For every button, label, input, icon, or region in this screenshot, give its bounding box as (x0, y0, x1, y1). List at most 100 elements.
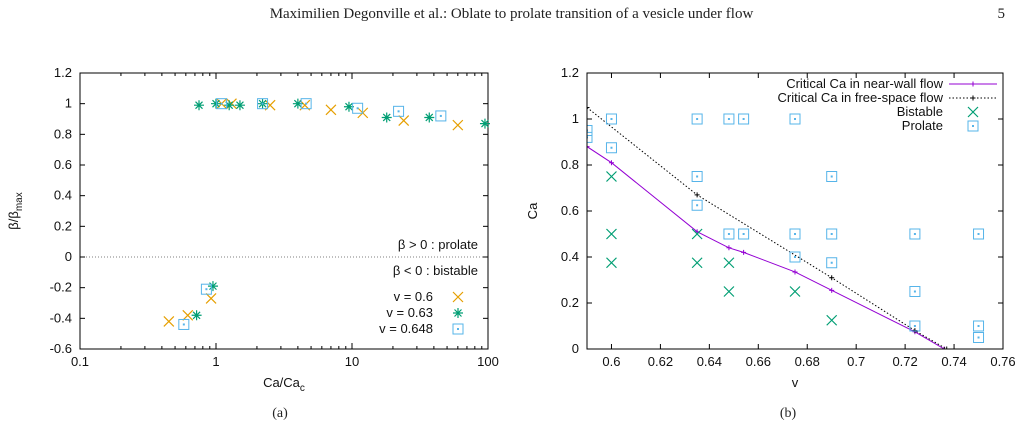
data-point-outer (909, 320, 921, 332)
data-point (393, 105, 405, 117)
data-point-dot (742, 118, 745, 120)
data-point-outer (909, 228, 921, 240)
data-point (606, 171, 617, 182)
x-tick-label: 0.62 (648, 354, 673, 369)
legend-label: v = 0.63 (386, 305, 433, 320)
data-point (691, 113, 703, 125)
y-tick-label: 1.2 (561, 65, 579, 80)
data-point (587, 105, 590, 110)
x-tick-label: 1 (212, 354, 219, 369)
data-point-outer (587, 125, 593, 136)
data-point (789, 286, 801, 297)
data-point (398, 115, 410, 126)
data-point-dot (356, 107, 359, 110)
series-2 (178, 98, 447, 330)
data-point-outer (973, 228, 985, 240)
figure-a-caption: (a) (272, 406, 288, 421)
data-point-dot (913, 233, 916, 235)
data-point-outer (909, 286, 921, 297)
data-point-dot (977, 233, 980, 235)
x-tick-label: 0.6 (602, 354, 620, 369)
data-point (738, 228, 750, 240)
data-point (723, 113, 735, 125)
data-point (224, 100, 235, 111)
data-point-dot (794, 256, 796, 258)
data-point-dot (913, 325, 916, 327)
data-point (792, 269, 798, 275)
data-point-outer (605, 142, 617, 154)
data-point (694, 192, 700, 198)
data-point-outer (826, 171, 838, 182)
legend-marker (453, 308, 463, 318)
y-tick-label: 0.4 (54, 188, 72, 203)
data-point (826, 314, 838, 326)
legend-label: v = 0.6 (394, 289, 433, 304)
legend-label: Prolate (902, 118, 943, 133)
data-point-outer (200, 283, 212, 295)
y-tick-label: 0.8 (561, 157, 579, 172)
data-point (691, 199, 703, 211)
data-point-dot (610, 146, 613, 149)
legend-label: Critical Ca in near-wall flow (786, 76, 943, 91)
data-point (909, 228, 921, 240)
plot-area (587, 105, 985, 349)
data-point-dot (610, 118, 613, 120)
data-point-dot (830, 233, 833, 235)
data-point (909, 320, 921, 332)
data-point (723, 228, 735, 240)
data-point-outer (826, 257, 838, 269)
data-point (826, 228, 838, 240)
series-0 (587, 144, 947, 349)
data-point-outer (352, 102, 364, 114)
x-tick-label: 0.72 (892, 354, 917, 369)
legend-marker (970, 81, 976, 87)
data-point (723, 257, 735, 269)
data-point (205, 292, 217, 304)
data-point (789, 113, 801, 125)
legend-marker-outer (967, 120, 979, 132)
data-point (741, 249, 747, 255)
legend-marker-dot (972, 125, 974, 127)
data-point (789, 251, 801, 263)
data-point (207, 281, 218, 292)
data-point (829, 287, 835, 293)
data-point-outer (691, 113, 703, 125)
data-point (216, 98, 228, 110)
series-line (587, 107, 947, 349)
data-point (973, 228, 985, 240)
data-point (257, 98, 269, 110)
data-point-dot (397, 110, 400, 113)
data-point (211, 98, 221, 109)
data-point (691, 171, 703, 182)
series-1 (587, 105, 950, 349)
x-tick-label: 0.7 (847, 354, 865, 369)
data-point (191, 310, 202, 321)
data-point-outer (178, 318, 190, 330)
y-tick-label: 0.8 (54, 126, 72, 141)
x-tick-label: 0.66 (746, 354, 771, 369)
data-point (435, 110, 447, 122)
x-tick-label: 100 (477, 354, 499, 369)
data-point-outer (973, 332, 985, 343)
legend-label: Bistable (897, 104, 943, 119)
data-point-dot (977, 336, 980, 339)
y-tick-label: 0.4 (561, 249, 579, 264)
data-point (691, 257, 703, 269)
legend-marker (967, 106, 979, 118)
data-point (726, 245, 732, 251)
annotation-bistable: β < 0 : bistable (393, 263, 478, 278)
data-point (973, 320, 985, 332)
data-point-dot (696, 175, 699, 178)
data-point (587, 144, 590, 150)
data-point-outer (605, 113, 617, 125)
y-tick-label: 1 (65, 96, 72, 111)
legend-marker (452, 291, 464, 303)
y-tick-label: 0.2 (561, 295, 579, 310)
x-tick-label: 0.1 (71, 354, 89, 369)
data-point (163, 315, 175, 327)
data-point (200, 283, 212, 295)
data-point-outer (257, 98, 269, 110)
data-point (738, 113, 750, 125)
figure-b-caption: (b) (779, 406, 797, 421)
data-point (452, 119, 464, 131)
